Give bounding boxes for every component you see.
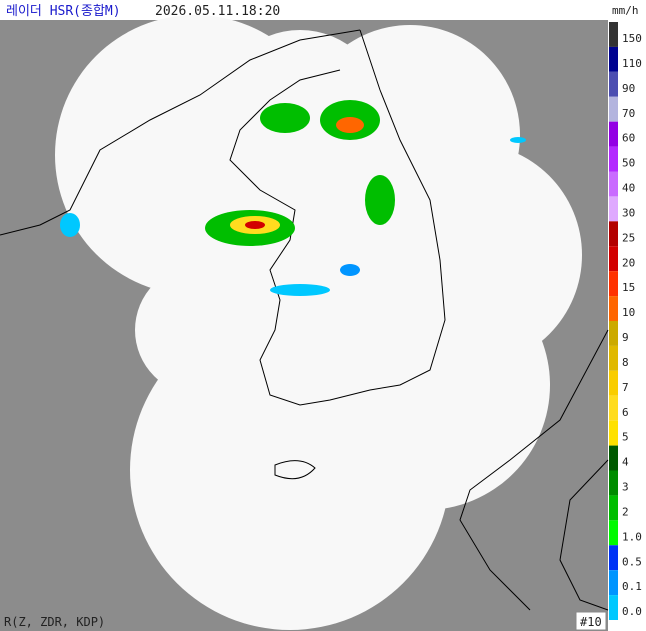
legend-label: 7: [622, 381, 629, 394]
legend-label: 0.5: [622, 555, 642, 568]
legend-swatch: [609, 96, 618, 122]
legend-swatch: [609, 46, 618, 72]
legend-swatch: [609, 146, 618, 172]
legend-swatch: [609, 121, 618, 147]
legend-label: 20: [622, 256, 635, 269]
frame-box: [575, 611, 607, 631]
legend-swatch: [609, 545, 618, 571]
legend-label: 150: [622, 32, 642, 45]
title: 레이더 HSR(종합M): [6, 4, 121, 19]
legend-label: 1.0: [622, 530, 642, 543]
legend-label: 50: [622, 157, 635, 170]
legend-swatch: [609, 520, 618, 546]
legend-label: 70: [622, 107, 635, 120]
legend-label: 40: [622, 182, 635, 195]
legend-swatch: [609, 246, 618, 272]
legend-label: 2: [622, 505, 629, 518]
legend-label: 60: [622, 132, 635, 145]
legend-label: 3: [622, 481, 629, 494]
legend-label: 10: [622, 306, 635, 319]
frame: #10: [580, 615, 602, 629]
legend-swatch: [609, 221, 618, 247]
method: R(Z, ZDR, KDP): [4, 615, 105, 629]
legend-swatch: [609, 395, 618, 421]
legend-swatch: [609, 22, 618, 47]
legend-swatch: [609, 196, 618, 222]
legend-label: 30: [622, 206, 635, 219]
legend-swatch: [609, 296, 618, 321]
legend-label: 90: [622, 82, 635, 95]
timestamp: 2026.05.11.18:20: [155, 4, 280, 19]
legend-swatch: [609, 445, 618, 471]
legend-swatch: [609, 171, 618, 197]
legend-swatch: [609, 470, 618, 496]
coastline: [0, 29, 609, 611]
legend-label: 9: [622, 331, 629, 344]
rain-echo: [60, 100, 526, 296]
legend-label: 0.0: [622, 605, 642, 618]
legend-label: 15: [622, 281, 635, 294]
legend-label: 110: [622, 57, 642, 70]
legend-label: 4: [622, 456, 629, 469]
legend-swatch: [609, 271, 618, 297]
legend-swatch: [609, 420, 618, 446]
legend-swatch: [609, 495, 618, 521]
legend-label: 8: [622, 356, 629, 369]
legend-label: 25: [622, 231, 635, 244]
legend-swatch: [609, 321, 618, 346]
legend-label: 0.1: [622, 580, 642, 593]
legend-label: 6: [622, 406, 629, 419]
legend-swatch: [609, 71, 618, 97]
legend-unit: mm/h: [612, 4, 639, 17]
legend-swatch: [609, 345, 618, 371]
legend-swatch: [609, 570, 618, 596]
legend-swatch: [609, 370, 618, 396]
legend-swatch: [609, 595, 618, 620]
legend-label: 5: [622, 431, 629, 444]
